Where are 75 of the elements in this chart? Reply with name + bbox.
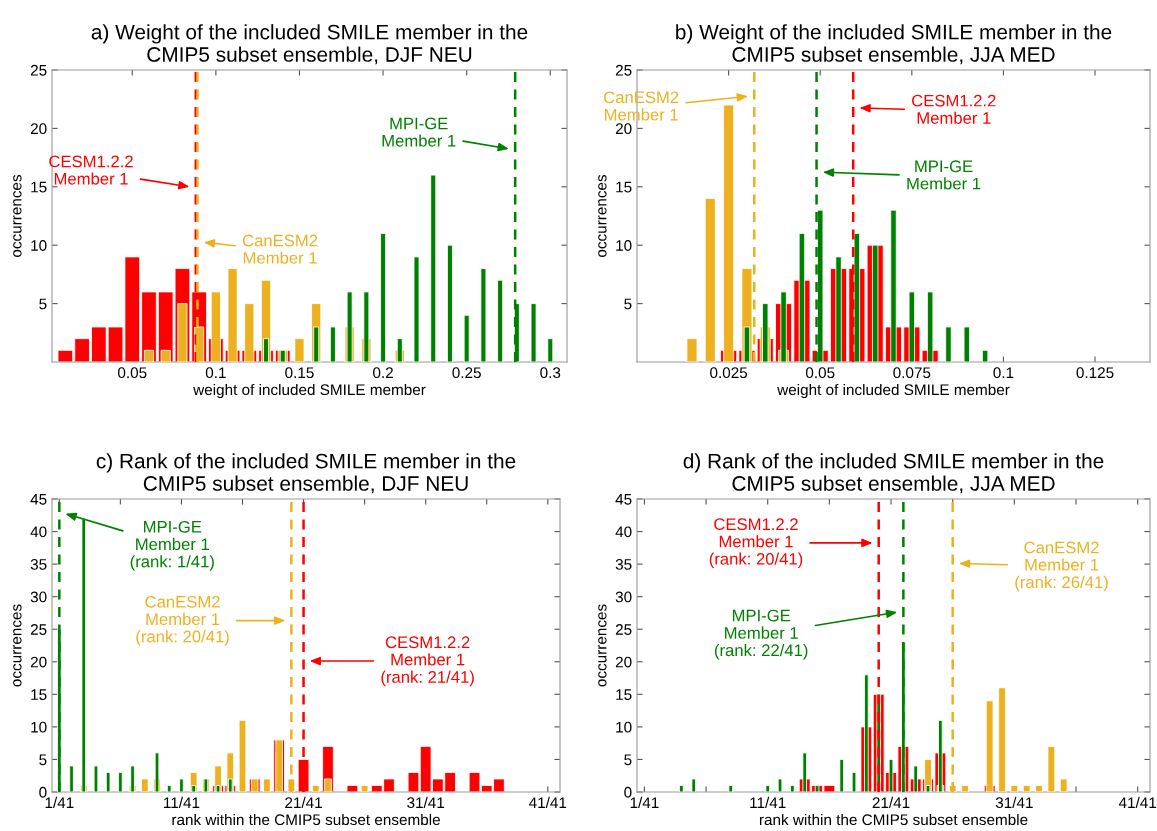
ref-line-label: CESM1.2.2 Member 1 bbox=[49, 155, 133, 185]
y-tick-label: 15 bbox=[31, 181, 47, 193]
x-tick-label: 0.025 bbox=[710, 367, 748, 379]
x-tick-label: 0.25 bbox=[452, 367, 481, 379]
y-tick-label: 25 bbox=[30, 624, 47, 635]
y-tick-label: 40 bbox=[30, 526, 47, 538]
x-tick-label: 21/41 bbox=[872, 796, 910, 809]
y-axis-title: occurrences bbox=[13, 174, 22, 257]
ref-line-label: CESM1.2.2 Member 1 bbox=[912, 94, 996, 124]
y-tick-label: 0 bbox=[624, 786, 632, 798]
y-tick-label: 20 bbox=[615, 656, 632, 668]
x-tick-label: 0.075 bbox=[893, 367, 931, 379]
annotation: MPI-GE Member 1 (rank: 1/41) bbox=[130, 520, 214, 571]
y-tick-label: 20 bbox=[30, 123, 47, 135]
x-tick-label: 0.15 bbox=[285, 367, 314, 379]
y-tick-label: 15 bbox=[31, 689, 47, 701]
ref-line-label: CanESM2 Member 1 bbox=[242, 234, 318, 264]
x-tick-label: 0.1 bbox=[205, 367, 226, 379]
x-tick-label: 0.125 bbox=[1076, 367, 1114, 379]
y-tick-label: 45 bbox=[30, 494, 47, 505]
x-tick-label: 11/41 bbox=[750, 796, 786, 809]
x-tick-label: 0.05 bbox=[805, 367, 835, 379]
y-tick-label: 10 bbox=[31, 721, 47, 733]
y-axis-title: occurrences bbox=[598, 604, 607, 687]
y-tick-label: 15 bbox=[616, 689, 632, 701]
ref-line-label: MPI-GE Member 1 bbox=[382, 117, 456, 147]
x-tick-label: 31/41 bbox=[407, 796, 445, 809]
y-tick-label: 10 bbox=[616, 721, 632, 733]
y-tick-label: 0 bbox=[39, 786, 47, 798]
y-tick-label: 25 bbox=[615, 624, 632, 635]
y-tick-label: 10 bbox=[31, 240, 47, 251]
y-tick-label: 45 bbox=[615, 494, 632, 505]
annotation: CESM1.2.2 Member 1 (rank: 21/41) bbox=[381, 636, 474, 687]
y-tick-label: 35 bbox=[615, 558, 632, 570]
y-tick-label: 30 bbox=[615, 591, 632, 603]
x-tick-label: 0.1 bbox=[993, 367, 1014, 379]
y-axis-title: occurrences bbox=[598, 174, 607, 257]
ref-line-label: MPI-GE Member 1 bbox=[907, 160, 981, 190]
x-tick-label: 21/41 bbox=[285, 796, 322, 809]
x-tick-label: 1/41 bbox=[45, 796, 74, 809]
y-tick-label: 35 bbox=[30, 558, 47, 570]
annotation: CESM1.2.2 Member 1 (rank: 20/41) bbox=[709, 518, 803, 569]
annotation: MPI-GE Member 1 (rank: 22/41) bbox=[714, 609, 808, 660]
y-tick-label: 25 bbox=[615, 64, 632, 76]
y-axis-title: occurrences bbox=[13, 604, 22, 687]
x-axis-title: rank within the CMIP5 subset ensemble bbox=[759, 813, 1028, 826]
x-axis-title: rank within the CMIP5 subset ensemble bbox=[172, 813, 440, 826]
chart-title: c) Rank of the included SMILE member in the CMIP5 subset ensemble, DJF NEU bbox=[96, 453, 516, 494]
ref-line-label: CanESM2 Member 1 bbox=[604, 91, 679, 121]
chart-title: a) Weight of the included SMILE member in the CMIP5 subset ensemble, DJF NEU bbox=[91, 24, 528, 65]
x-tick-label: 0.2 bbox=[373, 367, 393, 379]
x-tick-label: 11/41 bbox=[164, 796, 200, 809]
x-axis-title: weight of included SMILE member bbox=[777, 383, 1010, 399]
y-tick-label: 5 bbox=[624, 298, 632, 310]
annotation: CanESM2 Member 1 (rank: 26/41) bbox=[1015, 541, 1108, 592]
y-tick-label: 20 bbox=[30, 656, 47, 668]
y-tick-label: 5 bbox=[39, 298, 47, 310]
y-tick-label: 15 bbox=[616, 181, 632, 193]
y-tick-label: 10 bbox=[616, 240, 632, 251]
x-tick-label: 31/41 bbox=[995, 796, 1033, 809]
y-tick-label: 30 bbox=[30, 591, 47, 603]
annotation: CanESM2 Member 1 (rank: 20/41) bbox=[136, 595, 229, 646]
y-tick-label: 25 bbox=[30, 64, 47, 76]
chart-title: d) Rank of the included SMILE member in the CMIP5 subset ensemble, JJA MED bbox=[683, 453, 1104, 494]
y-tick-label: 40 bbox=[615, 526, 632, 538]
x-tick-label: 41/41 bbox=[529, 796, 567, 809]
x-tick-label: 41/41 bbox=[1118, 796, 1157, 809]
chart-title: b) Weight of the included SMILE member in the CMIP5 subset ensemble, JJA MED bbox=[676, 24, 1112, 65]
y-tick-label: 20 bbox=[615, 123, 632, 135]
x-tick-label: 0.05 bbox=[117, 367, 147, 379]
x-tick-label: 1/41 bbox=[630, 796, 659, 809]
y-tick-label: 5 bbox=[624, 754, 632, 766]
x-axis-title: weight of included SMILE member bbox=[193, 383, 426, 399]
y-tick-label: 5 bbox=[39, 754, 47, 766]
x-tick-label: 0.3 bbox=[540, 367, 561, 379]
